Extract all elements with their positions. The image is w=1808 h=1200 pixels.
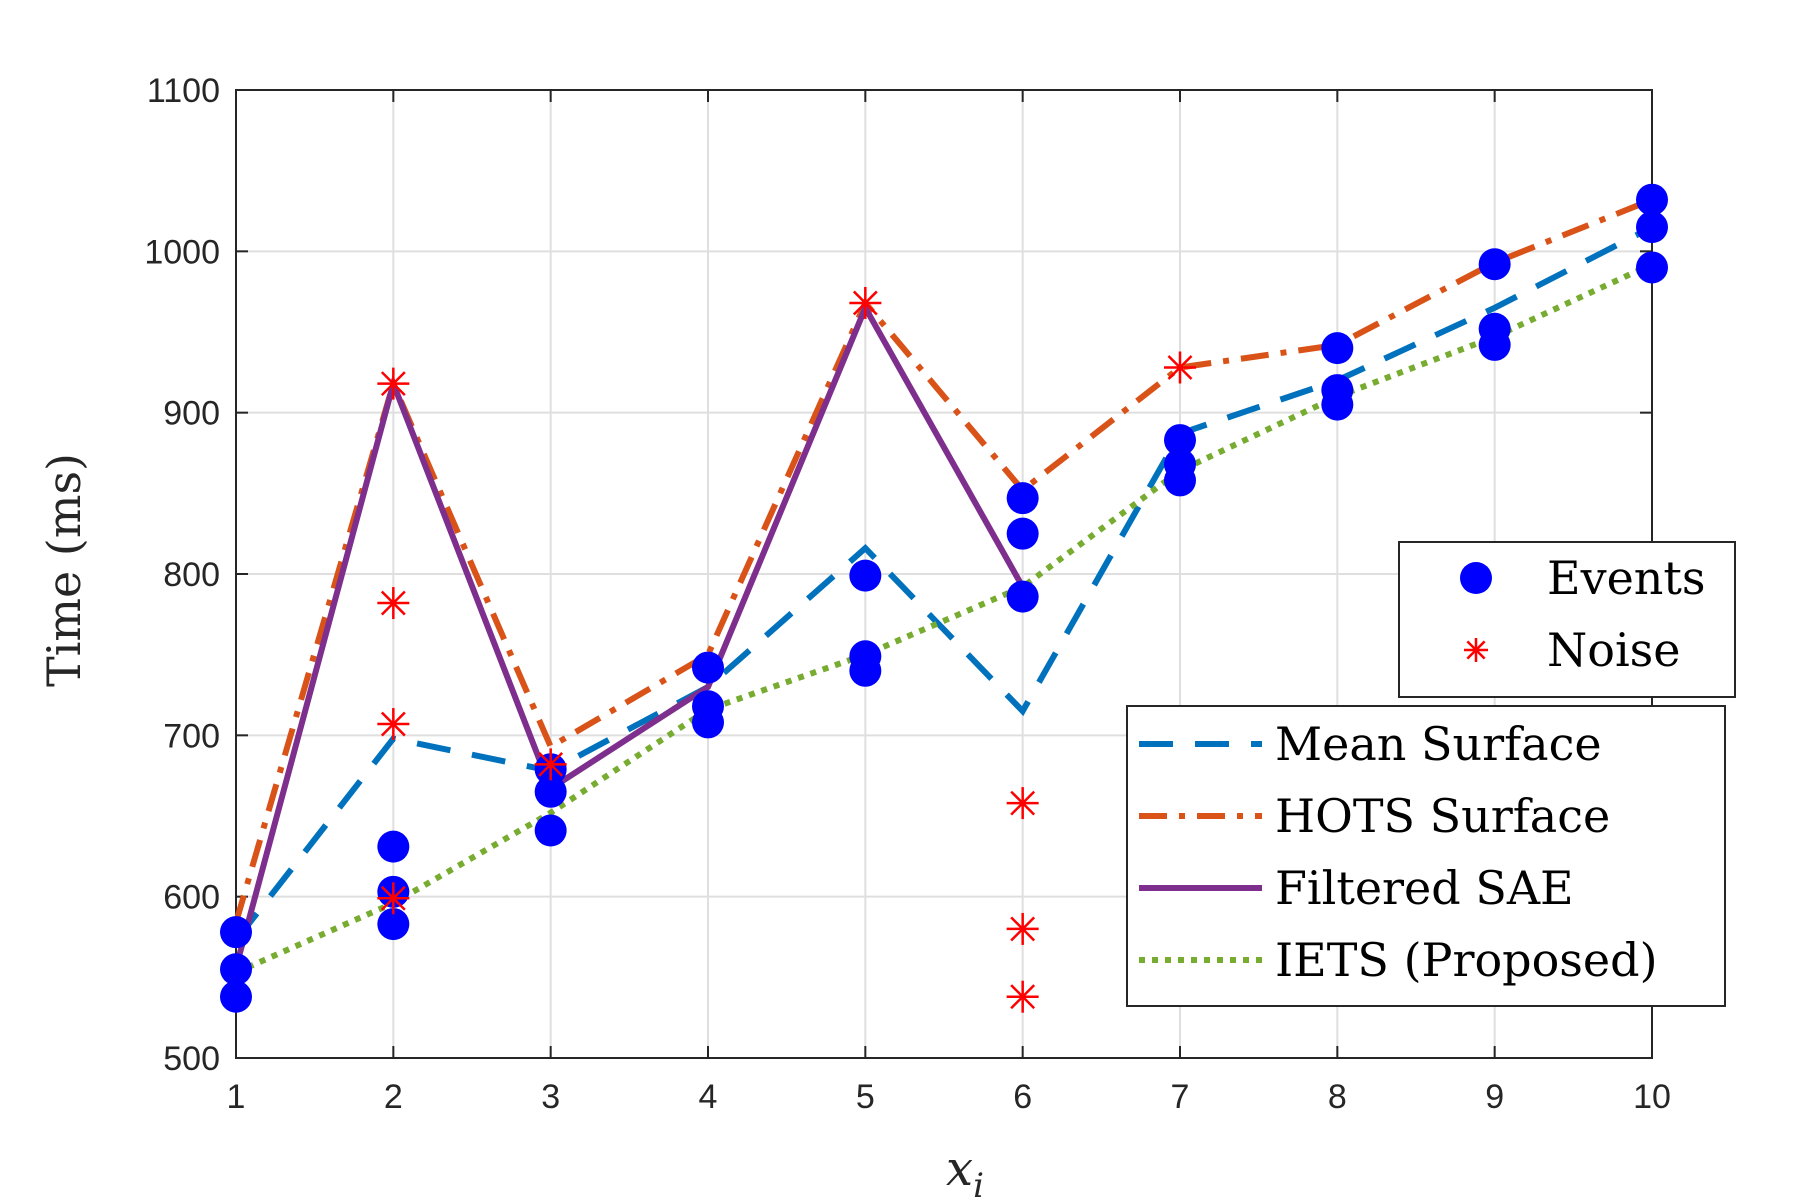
x-tick-label: 1 [227,1078,246,1116]
series-line-mean-surface [233,224,1654,943]
legend-box [1398,541,1736,698]
legend-marker-noise [1464,638,1488,662]
legend-box [1126,705,1726,1007]
x-tick-label: 10 [1633,1078,1671,1116]
event-point [1006,482,1039,515]
y-tick-label: 900 [163,395,220,433]
x-tick-label: 5 [856,1078,875,1116]
event-point [692,706,724,739]
x-tick-label: 2 [384,1078,403,1116]
event-point [534,775,567,808]
event-point [1478,328,1511,361]
asterisk-stroke [1010,916,1036,942]
asterisk-stroke [380,711,406,737]
event-point [1321,332,1354,365]
asterisk-stroke [380,590,406,616]
noise-point [377,708,410,741]
event-point [1006,517,1039,550]
x-tick-label: 3 [541,1078,560,1116]
event-point [1164,464,1196,497]
asterisk-stroke [538,751,564,777]
ticks: 1 2 3 4 5 6 7 8 9 10 500 600 700 800 900 1000 1100 [144,72,1671,1116]
legend-label-events: Events [1547,551,1706,605]
legend-label-hots-surface: HOTS Surface [1275,789,1610,843]
event-point [1321,388,1354,421]
x-axis-label: xi [946,1141,984,1200]
x-tick-label: 9 [1485,1078,1504,1116]
legend-label-mean-surface: Mean Surface [1275,717,1602,771]
noise-point [849,286,882,319]
y-axis-label: Time (ms) [37,453,91,687]
event-point [1006,580,1039,613]
legend-marker-events [1460,562,1492,594]
event-point [849,559,882,592]
x-tick-label: 6 [1013,1078,1032,1116]
series-line-hots-surface [233,196,1654,924]
event-point [220,916,252,949]
series-layer [233,196,1654,976]
legend-events-noise: Events Noise [1398,541,1736,698]
asterisk-stroke [1167,355,1193,380]
event-point [1636,211,1668,244]
asterisk-stroke [852,290,878,316]
noise-point [377,367,410,400]
y-tick-label: 1000 [144,233,220,271]
noise-point [1164,351,1196,384]
legend-label-filtered-sae: Filtered SAE [1275,861,1574,915]
marker-layer [220,183,1668,1013]
noise-point [377,587,410,620]
asterisk-stroke [380,371,406,397]
series-line-filtered-sae [233,300,1026,969]
event-point [1636,251,1668,284]
y-tick-label: 800 [163,556,220,594]
noise-point [1006,912,1039,945]
event-point [849,654,882,687]
series-line-iets-proposed [234,261,1654,976]
event-point [1164,424,1196,457]
event-point [1636,183,1668,216]
event-point [377,830,410,863]
event-point [377,908,410,941]
noise-point [534,748,567,781]
legend-label-noise: Noise [1547,623,1681,677]
event-point [220,953,252,986]
y-tick-label: 600 [163,879,220,917]
y-tick-label: 500 [163,1040,220,1078]
x-tick-label: 7 [1171,1078,1190,1116]
x-tick-label: 8 [1328,1078,1347,1116]
asterisk-stroke [1010,984,1036,1010]
x-tick-label: 4 [699,1078,718,1116]
event-point [1478,248,1511,281]
y-tick-label: 700 [163,717,220,755]
legend-methods: Mean Surface HOTS Surface Filtered SAE IETS… [1126,705,1726,1007]
noise-point [1006,980,1039,1013]
asterisk-stroke [380,885,406,911]
x-axis-label-main: x [946,1141,973,1197]
event-point [220,980,252,1013]
legend-label-iets-proposed: IETS (Proposed) [1275,933,1658,987]
y-tick-label: 1100 [147,72,220,110]
asterisk-stroke [1466,640,1486,660]
noise-point [1006,787,1039,820]
asterisk-stroke [1010,790,1036,816]
noise-point [377,882,410,915]
x-axis-label-subscript: i [973,1166,984,1200]
event-point [534,814,567,847]
event-point [692,651,724,684]
